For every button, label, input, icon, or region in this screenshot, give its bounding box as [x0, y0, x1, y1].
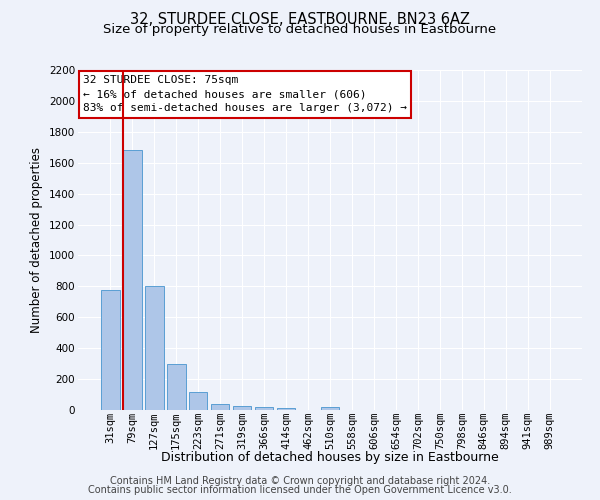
Text: Contains public sector information licensed under the Open Government Licence v3: Contains public sector information licen… — [88, 485, 512, 495]
Y-axis label: Number of detached properties: Number of detached properties — [31, 147, 43, 333]
Bar — [123, 150, 142, 410]
Bar — [255, 407, 274, 410]
Bar — [277, 408, 295, 410]
Bar — [145, 286, 164, 410]
Bar — [211, 404, 229, 410]
Text: 32 STURDEE CLOSE: 75sqm
← 16% of detached houses are smaller (606)
83% of semi-d: 32 STURDEE CLOSE: 75sqm ← 16% of detache… — [83, 75, 407, 113]
Bar — [167, 364, 185, 410]
Text: Distribution of detached houses by size in Eastbourne: Distribution of detached houses by size … — [161, 451, 499, 464]
Bar — [233, 406, 251, 410]
Bar — [101, 290, 119, 410]
Bar — [320, 407, 340, 410]
Text: Contains HM Land Registry data © Crown copyright and database right 2024.: Contains HM Land Registry data © Crown c… — [110, 476, 490, 486]
Text: 32, STURDEE CLOSE, EASTBOURNE, BN23 6AZ: 32, STURDEE CLOSE, EASTBOURNE, BN23 6AZ — [130, 12, 470, 28]
Bar — [189, 392, 208, 410]
Text: Size of property relative to detached houses in Eastbourne: Size of property relative to detached ho… — [103, 22, 497, 36]
